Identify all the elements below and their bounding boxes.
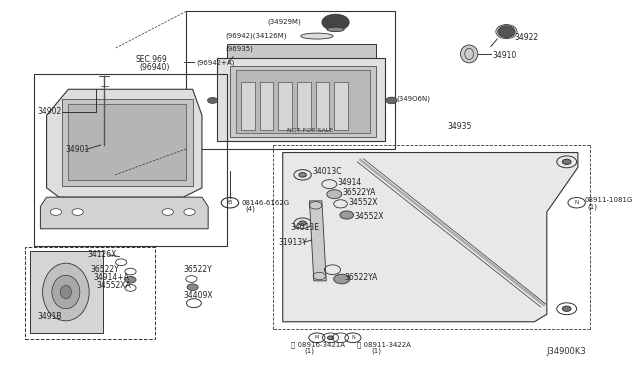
- Circle shape: [327, 190, 342, 199]
- Ellipse shape: [52, 275, 80, 309]
- Polygon shape: [227, 44, 376, 58]
- Circle shape: [162, 209, 173, 215]
- Text: 34013E: 34013E: [291, 223, 320, 232]
- Text: 34914: 34914: [337, 178, 362, 187]
- Text: SEC.969: SEC.969: [136, 55, 167, 64]
- Text: 08146-6162G: 08146-6162G: [241, 200, 289, 206]
- Bar: [278, 82, 292, 130]
- Circle shape: [51, 209, 61, 215]
- Polygon shape: [218, 58, 385, 141]
- Circle shape: [72, 209, 83, 215]
- Circle shape: [187, 284, 198, 291]
- Text: 34126X: 34126X: [87, 250, 116, 259]
- Ellipse shape: [460, 45, 478, 63]
- Text: 34552X: 34552X: [348, 198, 378, 207]
- Bar: [68, 104, 186, 180]
- Circle shape: [322, 14, 349, 31]
- Circle shape: [333, 274, 350, 284]
- Text: B: B: [228, 200, 232, 205]
- Text: 34922: 34922: [515, 33, 539, 42]
- Polygon shape: [310, 201, 326, 281]
- Circle shape: [386, 97, 397, 104]
- Text: M: M: [315, 335, 319, 340]
- Circle shape: [563, 306, 571, 311]
- Bar: [297, 82, 310, 130]
- Text: (96940): (96940): [139, 63, 170, 72]
- Text: (349O6N): (349O6N): [396, 95, 431, 102]
- Text: 34552X: 34552X: [354, 212, 384, 221]
- Text: N: N: [575, 200, 579, 205]
- Text: (34929M): (34929M): [267, 18, 301, 25]
- Ellipse shape: [327, 27, 344, 32]
- Bar: [62, 99, 193, 186]
- Text: 36522YA: 36522YA: [345, 273, 378, 282]
- Text: (96942+A): (96942+A): [196, 60, 235, 67]
- Circle shape: [207, 97, 218, 103]
- Circle shape: [299, 221, 307, 225]
- Circle shape: [340, 211, 353, 219]
- Polygon shape: [30, 251, 102, 333]
- Text: 34910: 34910: [493, 51, 517, 60]
- Polygon shape: [283, 153, 578, 322]
- Ellipse shape: [60, 285, 72, 299]
- Text: Ⓜ 08916-3421A: Ⓜ 08916-3421A: [291, 341, 345, 348]
- Text: 36522Y: 36522Y: [90, 265, 119, 274]
- Text: 3491B: 3491B: [37, 312, 62, 321]
- Text: (1): (1): [372, 347, 381, 354]
- Ellipse shape: [301, 33, 333, 39]
- Circle shape: [563, 159, 571, 164]
- Text: 34013C: 34013C: [312, 167, 341, 176]
- Bar: [186, 11, 395, 149]
- Bar: [236, 70, 370, 133]
- Bar: [34, 74, 227, 246]
- Text: Ⓝ 08911-3422A: Ⓝ 08911-3422A: [357, 341, 411, 348]
- Ellipse shape: [498, 26, 515, 38]
- Polygon shape: [40, 197, 208, 229]
- Text: N: N: [351, 335, 355, 340]
- Polygon shape: [47, 89, 202, 197]
- Text: 36522YA: 36522YA: [342, 188, 376, 197]
- Bar: [241, 82, 255, 130]
- Circle shape: [328, 336, 333, 340]
- Text: NOT FOR SALE: NOT FOR SALE: [287, 128, 333, 134]
- Text: J34900K3: J34900K3: [547, 347, 587, 356]
- Circle shape: [299, 173, 307, 177]
- Bar: [230, 66, 376, 137]
- Text: 08911-1081G: 08911-1081G: [584, 197, 632, 203]
- Ellipse shape: [43, 263, 89, 321]
- Text: 34914+A: 34914+A: [93, 273, 129, 282]
- Bar: [25, 247, 156, 339]
- Circle shape: [184, 209, 195, 215]
- Text: (1): (1): [305, 347, 314, 354]
- Text: 34409X: 34409X: [183, 291, 213, 300]
- Text: 34901: 34901: [66, 145, 90, 154]
- Text: 36522Y: 36522Y: [183, 265, 212, 274]
- Bar: [316, 82, 330, 130]
- Text: (96935): (96935): [225, 45, 253, 52]
- Bar: [260, 82, 273, 130]
- Text: 34552XA: 34552XA: [96, 281, 131, 290]
- Circle shape: [125, 276, 136, 283]
- Bar: [334, 82, 348, 130]
- Text: (96942)(34126M): (96942)(34126M): [225, 32, 287, 39]
- Text: (4): (4): [246, 206, 255, 212]
- Text: 34902: 34902: [37, 107, 61, 116]
- Text: (1): (1): [588, 203, 598, 210]
- Text: 31913Y: 31913Y: [278, 238, 307, 247]
- Text: 34935: 34935: [447, 122, 472, 131]
